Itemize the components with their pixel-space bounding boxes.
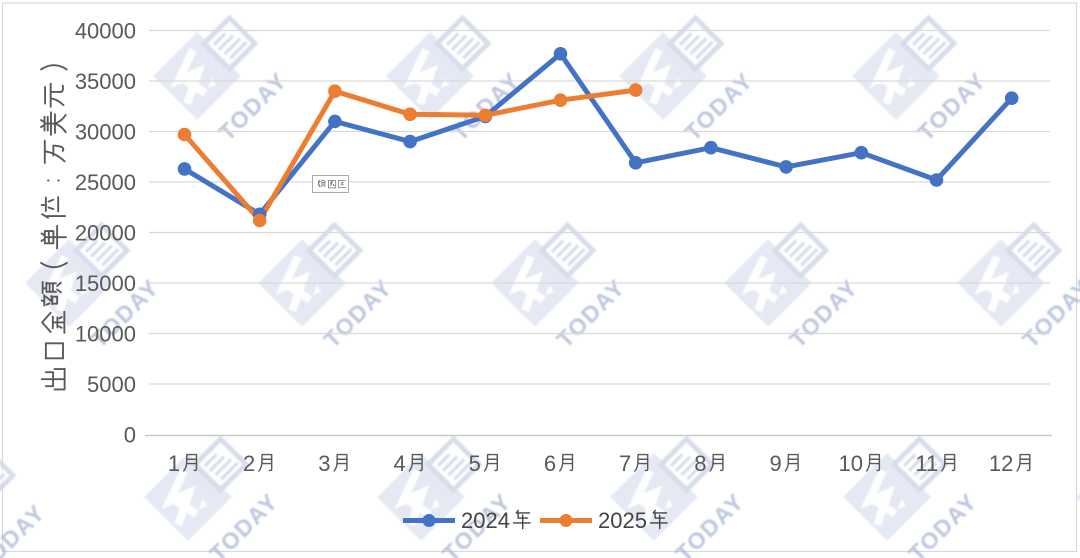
svg-text:5000: 5000 [87, 372, 136, 397]
svg-text:1: 1 [168, 451, 180, 476]
svg-text:5: 5 [469, 451, 481, 476]
svg-text:7: 7 [619, 451, 631, 476]
svg-text:40000: 40000 [75, 19, 136, 44]
svg-text:4: 4 [393, 451, 405, 476]
svg-text:20000: 20000 [75, 221, 136, 246]
svg-text:11: 11 [915, 451, 938, 476]
svg-text:2: 2 [243, 451, 255, 476]
svg-text:9: 9 [769, 451, 781, 476]
svg-text:25000: 25000 [75, 170, 136, 195]
svg-text:12: 12 [989, 451, 1013, 476]
svg-text:15000: 15000 [75, 271, 136, 296]
svg-text:2024: 2024 [461, 508, 510, 533]
svg-text:35000: 35000 [75, 69, 136, 94]
svg-text:30000: 30000 [75, 120, 136, 145]
svg-text:3: 3 [318, 451, 330, 476]
svg-text:10: 10 [839, 451, 863, 476]
svg-text:2025: 2025 [598, 508, 647, 533]
svg-text:10000: 10000 [75, 322, 136, 347]
svg-text:0: 0 [124, 423, 136, 448]
svg-text:8: 8 [694, 451, 706, 476]
svg-text:6: 6 [544, 451, 556, 476]
